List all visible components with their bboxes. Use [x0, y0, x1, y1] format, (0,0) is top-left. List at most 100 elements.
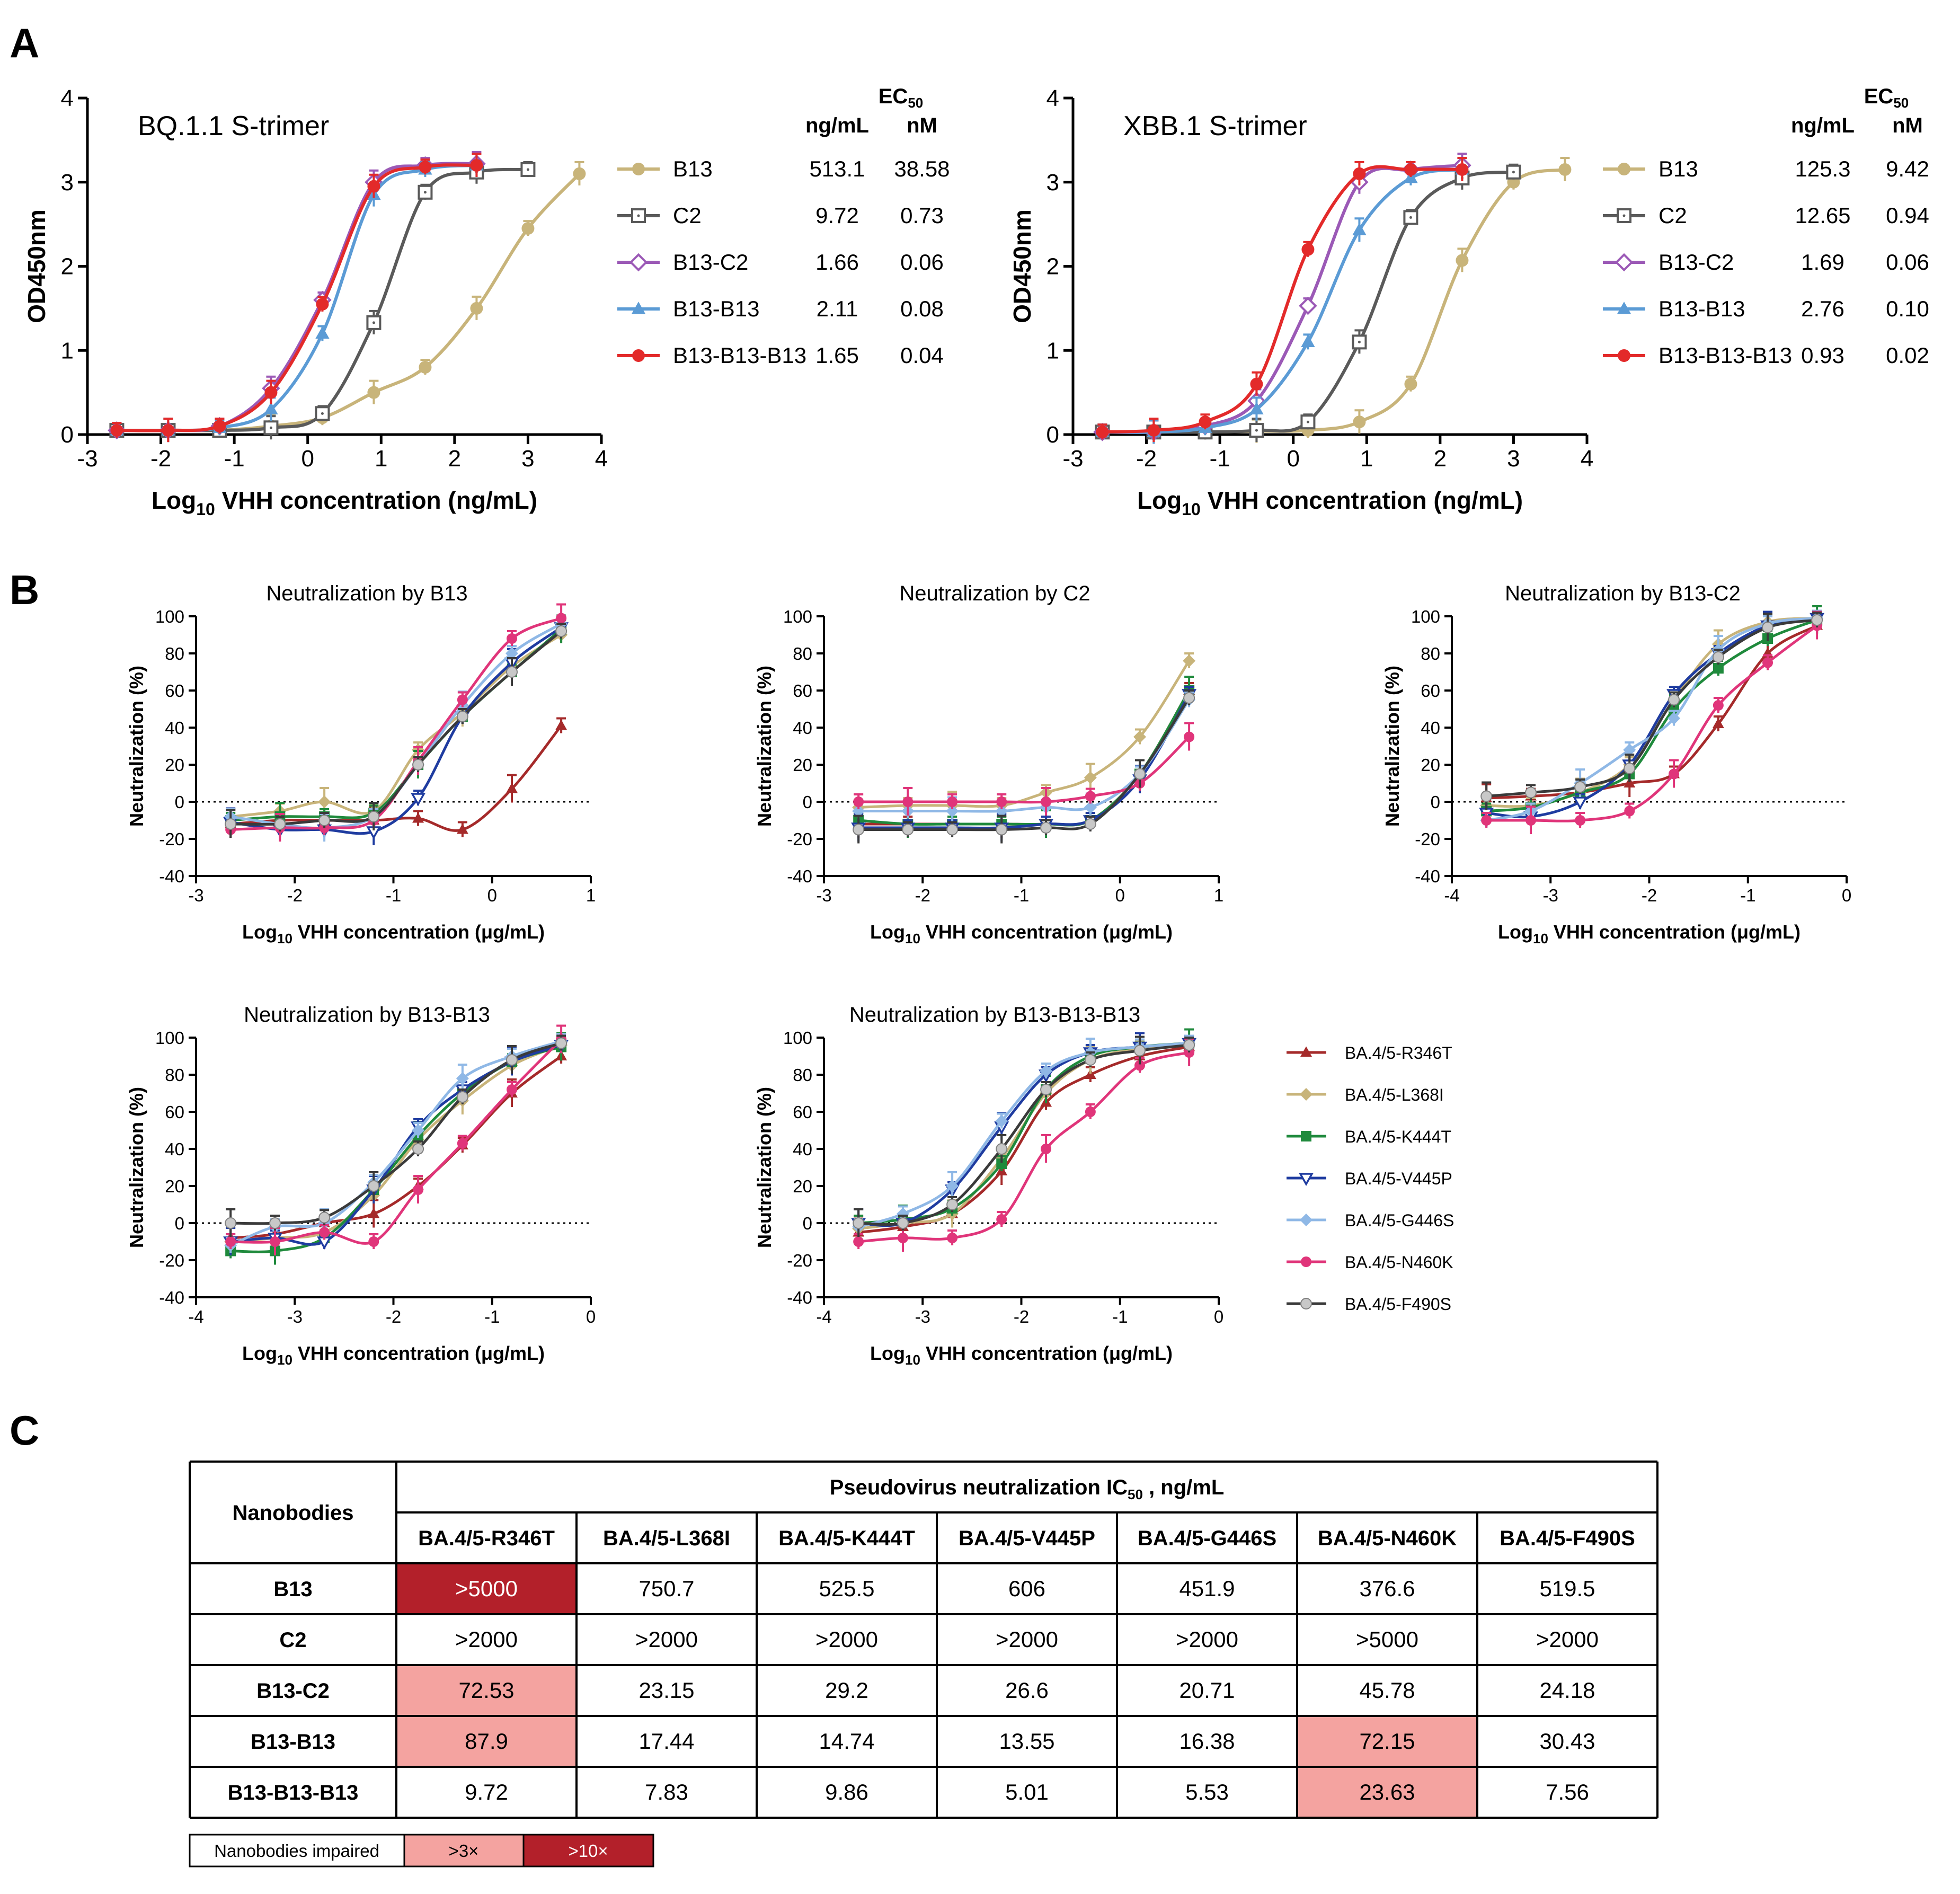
series-line [1486, 618, 1817, 812]
data-point [853, 824, 865, 836]
data-point [1134, 1060, 1145, 1071]
series-line [117, 163, 477, 432]
data-point [505, 647, 518, 660]
data-point [1624, 806, 1635, 817]
legend-label: B13-B13-B13 [673, 343, 806, 368]
impaired-cell-fill [396, 1563, 577, 1614]
legend-item-ba-4-5-r346t: BA.4/5-R346T [1287, 1043, 1452, 1063]
series-line [117, 172, 581, 432]
data-point [412, 1143, 424, 1155]
legend-item-c2: C2 12.65 0.94 [1603, 203, 1929, 228]
x-tick-label: -2 [287, 886, 303, 905]
y-tick-label: 4 [1046, 85, 1059, 111]
table-cell-value: 14.74 [819, 1729, 874, 1754]
chart-title: Neutralization by B13 [266, 582, 467, 605]
series-ba-4-5-g446s [224, 615, 568, 842]
legend-item-b13-b13: B13-B13 2.76 0.10 [1603, 296, 1929, 321]
y-axis-label: Neutralization (%) [126, 1087, 147, 1248]
data-point [162, 424, 175, 437]
chart-title: Neutralization by B13-B13 [244, 1003, 490, 1026]
data-point [470, 302, 483, 315]
y-tick-label: -40 [159, 866, 184, 886]
y-tick-label: 60 [165, 1102, 184, 1122]
table-cell-value: >5000 [1356, 1627, 1418, 1652]
y-tick-label: 2 [61, 254, 74, 280]
legend-label: C2 [673, 203, 702, 228]
y-tick-label: 100 [155, 1028, 184, 1048]
x-axis-label: Log10 VHH concentration (ng/mL) [152, 486, 537, 519]
y-tick-label: -40 [159, 1288, 184, 1307]
y-tick-label: -20 [787, 829, 812, 849]
legend-label: B13-B13 [673, 296, 759, 321]
chart-a2: 0 1 2 3 4 -3 -2 -1 0 1 2 3 4 Log10 VHH concentration … [1008, 85, 1929, 519]
data-point [947, 796, 958, 807]
y-tick-label: 40 [165, 718, 184, 738]
x-tick-label: -4 [1444, 886, 1459, 905]
data-point [412, 1124, 425, 1137]
data-point [1041, 796, 1052, 807]
table-cell-value: 72.15 [1359, 1729, 1415, 1754]
ec50-nm-value: 9.42 [1886, 156, 1929, 181]
data-point [1762, 622, 1773, 633]
table-cell-value: 87.9 [465, 1729, 508, 1754]
data-point [897, 1207, 909, 1220]
data-point [1183, 654, 1196, 667]
data-point [1084, 1054, 1096, 1066]
series-ba-4-5-r346t [1480, 617, 1823, 812]
y-tick-label: 20 [165, 1176, 184, 1196]
series-line [230, 1040, 562, 1247]
chart-title: XBB.1 S-trimer [1123, 111, 1307, 141]
legend-label: B13-C2 [1659, 250, 1734, 275]
x-tick-label: 2 [448, 446, 461, 472]
y-tick-label: 0 [175, 1214, 184, 1233]
data-point [1575, 815, 1586, 826]
x-tick-label: -2 [1014, 1307, 1029, 1326]
table-column-header: BA.4/5-G446S [1138, 1527, 1276, 1550]
data-point-dot [1512, 171, 1515, 174]
data-point [521, 222, 535, 235]
data-point [1456, 163, 1469, 176]
ec50-ng-value: 513.1 [809, 156, 865, 181]
series-ba-4-5-l368i [852, 652, 1196, 819]
legend-label: B13 [1659, 156, 1698, 181]
x-tick-label: -3 [287, 1307, 303, 1326]
legend-label: C2 [1659, 203, 1687, 228]
data-point [555, 625, 567, 637]
series-ba-4-5-f490s [853, 689, 1195, 844]
y-tick-label: 60 [793, 681, 812, 701]
data-point [902, 824, 914, 836]
table-column-header: BA.4/5-V445P [959, 1527, 1095, 1550]
data-point [318, 795, 331, 808]
data-point [1558, 163, 1572, 176]
data-point [225, 818, 237, 830]
legend-label: B13-C2 [673, 250, 748, 275]
x-axis-label: Log10 VHH concentration (μg/mL) [242, 1342, 545, 1368]
x-tick-label: -2 [1642, 886, 1657, 905]
data-point [1134, 768, 1146, 780]
data-point [1249, 402, 1264, 414]
series-b13-b13 [1095, 156, 1469, 444]
table-corner-header: Nanobodies [233, 1501, 354, 1525]
y-tick-label: 3 [1046, 170, 1059, 196]
y-axis-label: Neutralization (%) [753, 666, 775, 827]
series-line [230, 630, 562, 826]
series-ba-4-5-f490s [853, 1035, 1195, 1237]
data-point [555, 1037, 567, 1049]
data-point [946, 1180, 959, 1192]
data-point [213, 420, 226, 433]
table-row-header: C2 [279, 1629, 306, 1652]
data-point [1084, 771, 1097, 784]
data-point-dot [269, 426, 272, 429]
x-tick-label: 2 [1434, 446, 1447, 472]
plots-layer: 0 1 2 3 4 -3 -2 -1 0 1 2 3 4 Log10 VHH concentration … [23, 85, 1929, 1368]
data-point [1085, 791, 1096, 802]
panel-label-a: A [10, 20, 39, 66]
data-point [368, 1180, 380, 1192]
series-ba-4-5-v445p [851, 686, 1197, 842]
chart-title: Neutralization by C2 [899, 582, 1090, 605]
data-point [315, 326, 330, 339]
ec50-nm-value: 0.94 [1886, 203, 1929, 228]
impaired-cell-fill [1297, 1767, 1477, 1818]
table-cell-value: 451.9 [1179, 1576, 1235, 1601]
x-tick-label: 3 [1507, 446, 1520, 472]
